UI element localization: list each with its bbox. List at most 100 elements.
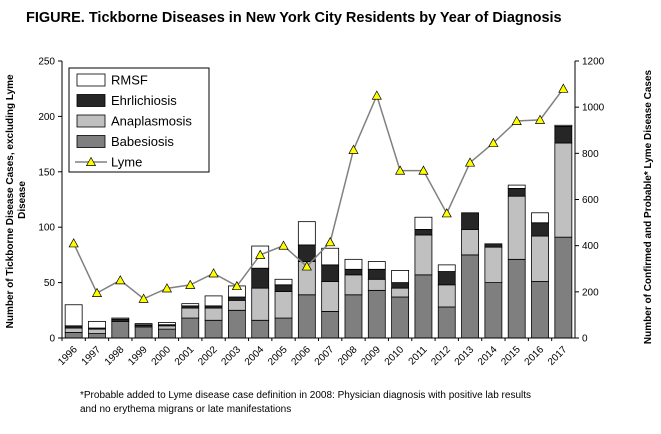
lyme-point-1998	[115, 275, 126, 285]
bar-babesiosis-2008	[344, 294, 363, 339]
bar-rmsf-1998	[111, 317, 130, 320]
bar-rmsf-2001	[181, 303, 200, 307]
bar-anaplasmosis-2008	[344, 274, 363, 296]
bar-anaplasmosis-2012	[437, 284, 456, 308]
x-tick-label-2004: 2004	[243, 344, 267, 368]
bar-anaplasmosis-2016	[531, 235, 549, 282]
lyme-point-1997	[91, 287, 103, 297]
x-tick-label-2002: 2002	[196, 344, 220, 368]
y-left-tick-label-200: 200	[38, 112, 55, 123]
bar-babesiosis-2016	[531, 281, 549, 339]
footnote: *Probable added to Lyme disease case def…	[80, 389, 600, 417]
lyme-point-2012	[441, 208, 452, 218]
x-tick-label-2016: 2016	[523, 344, 547, 368]
y-axis-left-label-line2: Disease	[17, 181, 28, 219]
lyme-point-2007	[325, 236, 336, 247]
y-left-tick-label-250: 250	[38, 57, 55, 68]
bar-ehrlichiosis-2017	[554, 125, 573, 144]
bar-rmsf-2008	[344, 258, 363, 270]
x-tick-label-1999: 1999	[126, 344, 150, 368]
lyme-point-2017	[558, 83, 569, 93]
legend-label-babesiosis: Babesiosis	[111, 134, 174, 149]
bar-babesiosis-2013	[461, 254, 479, 339]
x-tick-label-2013: 2013	[453, 344, 477, 368]
bar-anaplasmosis-2017	[554, 142, 573, 238]
bar-babesiosis-2011	[414, 274, 433, 339]
lyme-point-2016	[534, 114, 546, 124]
bar-rmsf-1999	[134, 323, 153, 326]
x-tick-label-2014: 2014	[476, 344, 500, 368]
bar-anaplasmosis-1996	[64, 327, 83, 333]
bar-ehrlichiosis-2005	[274, 284, 293, 292]
bar-rmsf-2012	[437, 264, 456, 272]
x-tick-label-2000: 2000	[150, 344, 174, 368]
bar-ehrlichiosis-2009	[367, 268, 386, 280]
y-axis-right-label: Number of Confirmed and Probable* Lyme D…	[643, 69, 654, 344]
legend-label-ehrlichiosis: Ehrlichiosis	[111, 93, 177, 108]
lyme-series-line	[72, 88, 564, 300]
lyme-point-1996	[68, 238, 79, 248]
bar-babesiosis-1999	[134, 326, 153, 339]
bar-anaplasmosis-2011	[414, 234, 433, 276]
bar-rmsf-1996	[64, 304, 83, 327]
y-left-tick-label-100: 100	[38, 223, 55, 234]
bar-anaplasmosis-2010	[391, 287, 410, 298]
y-right-tick-label-0: 0	[582, 334, 588, 345]
x-tick-label-2017: 2017	[546, 344, 570, 368]
x-tick-label-2003: 2003	[219, 344, 243, 368]
bar-ehrlichiosis-2016	[531, 222, 549, 237]
lyme-point-2002	[208, 268, 219, 278]
legend-marker-lyme	[85, 156, 97, 166]
bar-rmsf-2009	[367, 261, 386, 270]
lyme-point-2010	[395, 165, 406, 175]
x-tick-label-1996: 1996	[56, 344, 80, 368]
x-tick-label-1998: 1998	[103, 344, 127, 368]
lyme-point-2013	[464, 157, 476, 167]
bar-babesiosis-2005	[274, 317, 293, 339]
bar-rmsf-2016	[531, 212, 549, 224]
lyme-line-layer	[68, 83, 569, 303]
bar-babesiosis-2012	[437, 306, 456, 339]
bar-anaplasmosis-2014	[484, 246, 503, 283]
y-left-tick-label-50: 50	[44, 278, 56, 289]
lyme-point-2001	[185, 279, 196, 289]
bar-anaplasmosis-2007	[321, 281, 340, 312]
x-tick-label-2005: 2005	[266, 344, 290, 368]
lyme-point-2006	[301, 261, 312, 271]
x-tick-label-2012: 2012	[429, 344, 453, 368]
bar-anaplasmosis-2001	[181, 307, 200, 319]
bar-ehrlichiosis-2014	[484, 243, 503, 248]
y-axis-left-label: Number of Tickborne Disease Cases, exclu…	[5, 72, 28, 329]
bar-rmsf-2000	[158, 322, 176, 326]
bar-rmsf-2017	[554, 124, 573, 127]
legend-swatch-anaplasmosis	[76, 114, 106, 128]
bar-ehrlichiosis-2015	[507, 188, 526, 197]
bar-rmsf-2011	[414, 216, 433, 230]
x-tick-label-2009: 2009	[359, 344, 383, 368]
chart-title: FIGURE. Tickborne Diseases in New York C…	[26, 10, 562, 26]
bar-anaplasmosis-2004	[251, 287, 270, 321]
bar-babesiosis-2004	[251, 319, 270, 339]
bar-ehrlichiosis-2003	[227, 296, 246, 301]
bar-rmsf-2005	[274, 278, 293, 286]
lyme-point-2011	[418, 165, 429, 175]
bar-babesiosis-2007	[321, 311, 340, 339]
bar-babesiosis-2017	[554, 236, 573, 339]
x-tick-label-2015: 2015	[499, 344, 523, 368]
bar-ehrlichiosis-2012	[437, 271, 456, 286]
bar-ehrlichiosis-2008	[344, 268, 363, 276]
bar-anaplasmosis-2003	[227, 299, 246, 311]
legend-label-lyme: Lyme	[111, 155, 142, 170]
y-right-tick-label-800: 800	[582, 149, 599, 160]
y-right-tick-label-400: 400	[582, 241, 599, 252]
x-tick-label-2006: 2006	[289, 344, 313, 368]
bar-babesiosis-2009	[367, 289, 386, 339]
bar-rmsf-1997	[88, 320, 106, 329]
bar-rmsf-2007	[321, 247, 340, 266]
bar-ehrlichiosis-2004	[251, 267, 270, 289]
x-tick-label-2007: 2007	[313, 344, 337, 368]
legend-label-rmsf: RMSF	[111, 73, 148, 88]
x-tick-label-2001: 2001	[173, 344, 197, 368]
bar-ehrlichiosis-2011	[414, 229, 433, 236]
bar-ehrlichiosis-2010	[391, 282, 410, 289]
